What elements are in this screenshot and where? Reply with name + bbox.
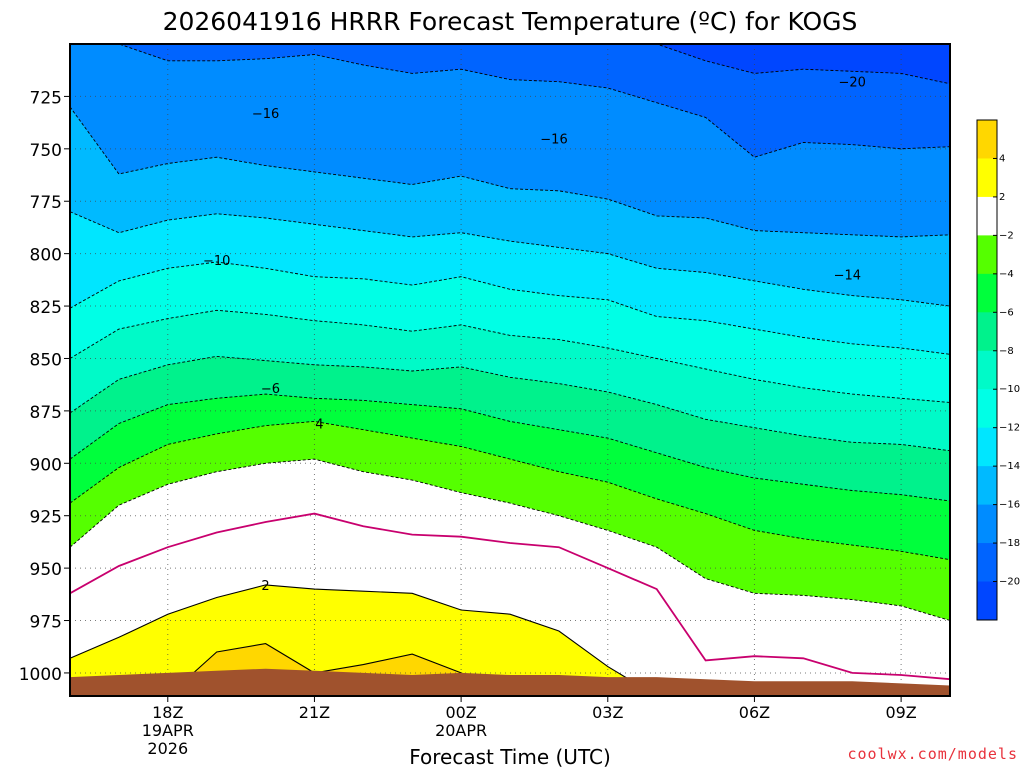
y-tick-label: 750 <box>30 141 62 161</box>
colorbar-label: 4 <box>999 153 1005 164</box>
contour-label: −6 <box>261 382 280 397</box>
x-tick-label: 18Z <box>152 703 183 722</box>
y-tick-label: 975 <box>30 613 62 633</box>
colorbar-label: −2 <box>999 230 1014 241</box>
colorbar-swatch <box>977 466 997 506</box>
y-tick-label: 1000 <box>19 665 62 685</box>
isotherm--10 <box>69 309 951 403</box>
colorbar-label: −4 <box>999 269 1014 280</box>
contour-label: −10 <box>203 254 230 269</box>
isotherm--4 <box>69 420 951 561</box>
colorbar-label: −14 <box>999 461 1020 472</box>
y-tick-label: 875 <box>30 403 62 423</box>
contour-label: −16 <box>252 107 279 122</box>
ground-terrain <box>70 668 950 696</box>
x-tick-label: 21Z <box>299 703 330 722</box>
colorbar-label: −20 <box>999 577 1020 588</box>
colorbar-frame <box>976 119 998 621</box>
x-tick-label: 00Z <box>445 703 476 722</box>
x-tick-label: 03Z <box>592 703 623 722</box>
colorbar-swatch <box>977 543 997 583</box>
colorbar-label: −6 <box>999 307 1014 318</box>
y-tick-label: 825 <box>30 298 62 318</box>
x-tick-label: 09Z <box>885 703 916 722</box>
plot-area: −16 −16 −20 −10 −14 −6 4 2 <box>69 43 951 697</box>
colorbar-label: −18 <box>999 538 1020 549</box>
contour-label: 4 <box>315 417 323 432</box>
isotherm--16 <box>69 106 951 238</box>
isotherm--12 <box>69 261 951 355</box>
y-tick-label: 950 <box>30 560 62 580</box>
colorbar-swatch <box>977 235 997 275</box>
colorbar-swatch <box>977 504 997 544</box>
isotherm--14 <box>69 211 951 307</box>
x-axis-label: Forecast Time (UTC) <box>409 745 611 768</box>
isotherm--18 <box>70 43 951 158</box>
contour-label: −16 <box>540 132 567 147</box>
y-tick-label: 900 <box>30 455 62 475</box>
isotherm--2 <box>69 458 951 621</box>
colorbar-swatch <box>977 389 997 429</box>
y-axis: 725 750 775 800 825 850 875 900 925 950 975 1000 <box>19 88 70 685</box>
contour-label: −14 <box>834 269 861 284</box>
colorbar-legend: 4 2 −2 −4 −6 −8 −10 −12 −14 −16 −18 −20 <box>976 119 1020 621</box>
isotherm--8 <box>69 355 951 452</box>
isotherm--6 <box>69 393 951 502</box>
colorbar-label: −16 <box>999 500 1020 511</box>
colorbar-swatch <box>977 312 997 352</box>
y-tick-label: 800 <box>30 246 62 266</box>
x-tick-label: 20APR <box>435 721 487 740</box>
chart-title: 2026041916 HRRR Forecast Temperature (ºC… <box>163 7 858 36</box>
colorbar-label: −12 <box>999 423 1020 434</box>
y-tick-label: 775 <box>30 193 62 213</box>
colorbar-swatch <box>977 196 997 236</box>
y-tick-label: 850 <box>30 350 62 370</box>
colorbar-swatch <box>977 120 997 159</box>
contour-label: 2 <box>261 579 269 594</box>
x-tick-label: 2026 <box>147 739 188 758</box>
colorbar-swatch <box>977 581 997 621</box>
credit-text[interactable]: coolwx.com/models <box>847 745 1018 763</box>
colorbar-swatch <box>977 158 997 198</box>
plot-frame <box>69 43 951 697</box>
x-tick-label: 19APR <box>142 721 194 740</box>
y-tick-label: 725 <box>30 88 62 108</box>
colorbar-swatch <box>977 350 997 390</box>
y-tick-label: 925 <box>30 508 62 528</box>
colorbar-label: 2 <box>999 192 1005 203</box>
freezing-isotherm <box>69 512 951 681</box>
contour-label: −20 <box>839 76 866 91</box>
colorbar-label: −10 <box>999 384 1020 395</box>
colorbar-swatch <box>977 427 997 467</box>
colorbar-label: −8 <box>999 346 1014 357</box>
x-tick-label: 06Z <box>739 703 770 722</box>
colorbar-swatch <box>977 273 997 313</box>
